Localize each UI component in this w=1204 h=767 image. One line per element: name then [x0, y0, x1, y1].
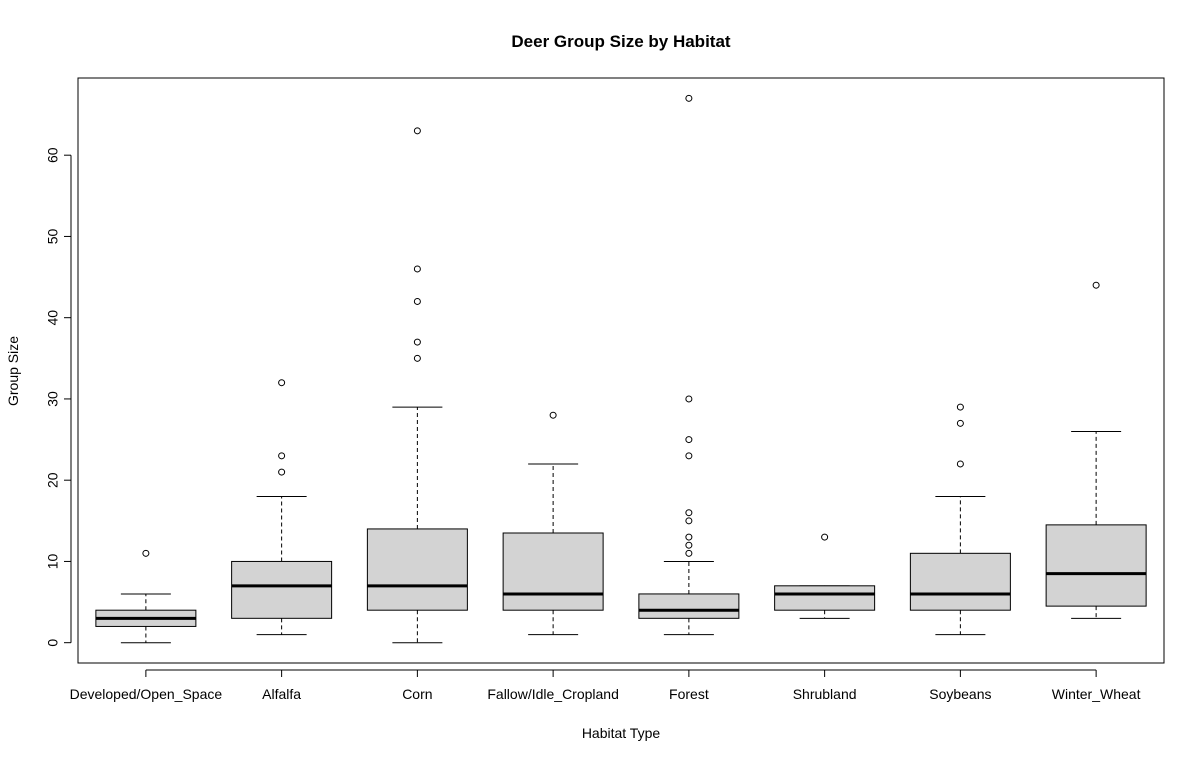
box-5 [638, 94, 740, 636]
x-tick-label: Alfalfa [262, 686, 301, 702]
outlier-point [685, 395, 693, 403]
x-tick-label: Shrubland [793, 686, 857, 702]
outlier-point [685, 509, 693, 517]
iqr-box [231, 560, 333, 619]
outlier-point [956, 403, 964, 411]
outlier-point [685, 549, 693, 557]
outlier-point [685, 541, 693, 549]
y-tick-label: 20 [45, 472, 61, 488]
y-tick-label: 30 [45, 391, 61, 407]
box-7 [909, 403, 1011, 636]
y-axis-label: Group Size [5, 336, 21, 406]
outlier-point [685, 533, 693, 541]
outlier-point [278, 468, 286, 476]
iqr-box [909, 552, 1011, 611]
outlier-point [1092, 281, 1100, 289]
x-axis-label: Habitat Type [582, 725, 661, 741]
iqr-box [366, 528, 468, 611]
boxes-group [95, 94, 1147, 644]
outlier-point [685, 517, 693, 525]
x-axis: Developed/Open_Space Alfalfa Corn Fallow/Id… [70, 669, 1141, 702]
box-1 [95, 549, 197, 644]
outlier-point [413, 127, 421, 135]
plot-frame [77, 77, 1165, 664]
outlier-point [142, 549, 150, 557]
outlier-point [685, 94, 693, 102]
iqr-box [502, 532, 604, 611]
y-tick-label: 40 [45, 310, 61, 326]
x-tick-label: Developed/Open_Space [70, 686, 223, 702]
y-tick-label: 0 [45, 639, 61, 647]
box-8 [1045, 281, 1147, 619]
x-tick-label: Fallow/Idle_Cropland [487, 686, 619, 702]
outlier-point [549, 411, 557, 419]
box-2 [231, 379, 333, 636]
box-6 [774, 533, 876, 619]
outlier-point [821, 533, 829, 541]
outlier-point [956, 419, 964, 427]
outlier-point [685, 436, 693, 444]
iqr-box [638, 593, 740, 619]
iqr-box [1045, 524, 1147, 607]
box-3 [366, 127, 468, 644]
outlier-point [413, 265, 421, 273]
x-tick-label: Soybeans [929, 686, 991, 702]
outlier-point [278, 379, 286, 387]
chart-title: Deer Group Size by Habitat [511, 32, 730, 51]
y-tick-label: 10 [45, 553, 61, 569]
iqr-box [774, 585, 876, 611]
y-tick-label: 50 [45, 228, 61, 244]
x-tick-label: Winter_Wheat [1052, 686, 1141, 702]
outlier-point [956, 460, 964, 468]
outlier-point [413, 354, 421, 362]
box-4 [502, 411, 604, 636]
outlier-point [413, 338, 421, 346]
x-tick-label: Forest [669, 686, 709, 702]
y-axis: 0 10 20 30 40 50 60 [45, 147, 72, 647]
outlier-point [685, 452, 693, 460]
y-tick-label: 60 [45, 147, 61, 163]
outlier-point [413, 297, 421, 305]
x-tick-label: Corn [402, 686, 432, 702]
outlier-point [278, 452, 286, 460]
